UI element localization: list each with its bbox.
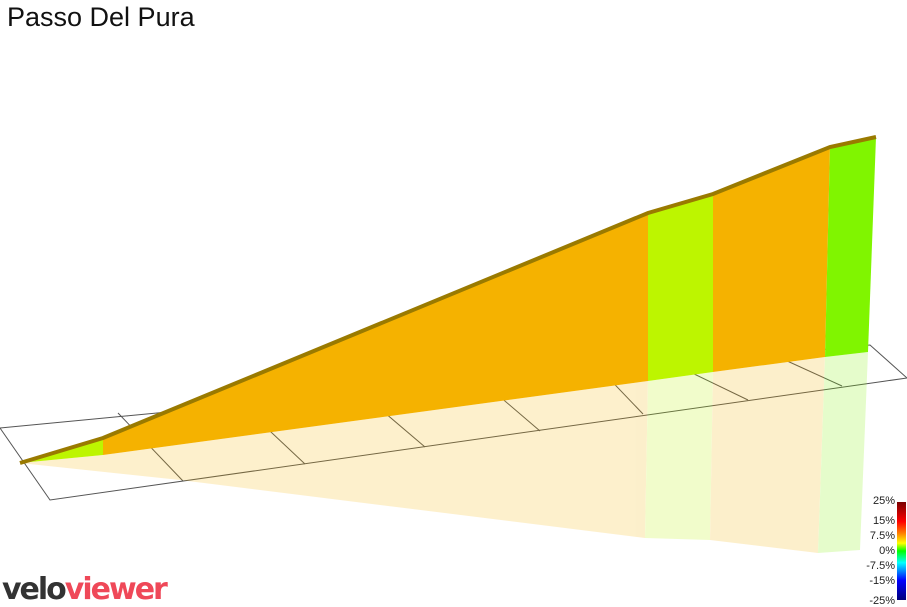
legend-label: 15% [872, 515, 895, 527]
legend-label: 0% [879, 545, 895, 557]
shadow [20, 352, 868, 553]
profile-segments [19, 135, 877, 465]
ridge [19, 135, 877, 465]
page-title: Passo Del Pura [7, 2, 195, 32]
segment [648, 194, 713, 381]
segment [103, 213, 648, 455]
legend-label: -15% [869, 575, 895, 587]
veloviewer-logo[interactable]: veloviewer [2, 572, 168, 607]
legend-label: -7.5% [866, 560, 895, 572]
legend-label: 7.5% [869, 530, 895, 542]
gradient-legend-bar [897, 502, 906, 600]
legend-label: -25% [869, 595, 895, 607]
legend-label: 25% [872, 495, 895, 507]
segment [713, 147, 830, 372]
segment [825, 137, 876, 357]
